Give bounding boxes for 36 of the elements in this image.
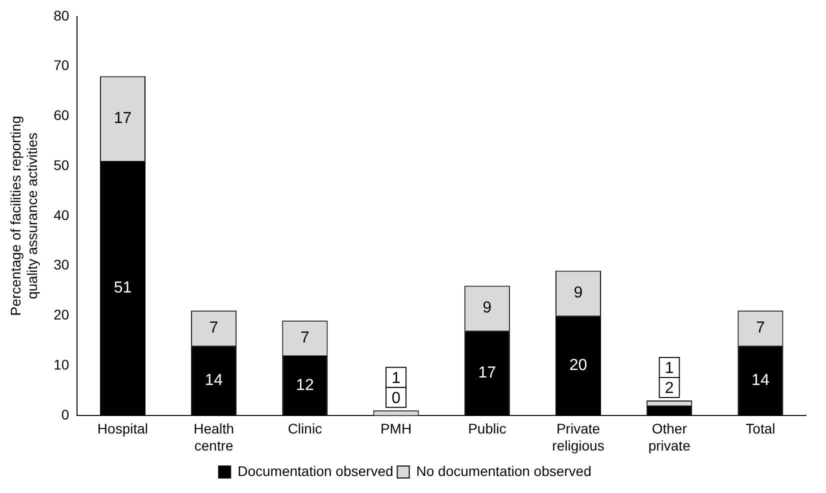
x-tick-label: Other private	[648, 420, 691, 454]
data-label: 7	[756, 320, 765, 337]
data-label: 20	[569, 356, 588, 374]
y-tick-label: 80	[54, 7, 70, 24]
x-tick-label: Hospital	[97, 420, 148, 437]
y-tick-label: 20	[54, 306, 70, 323]
data-label: 2	[664, 380, 674, 397]
x-tick-label: Health centre	[194, 420, 234, 454]
y-axis-title: Percentage of facilities reporting quality assurance activities	[7, 116, 40, 316]
legend-label: No documentation observed	[416, 462, 592, 479]
y-tick-label: 10	[54, 356, 70, 372]
x-tick-label: Private religious	[552, 420, 604, 454]
y-tick-label: 50	[54, 156, 70, 173]
y-tick-label: 60	[54, 107, 70, 124]
data-label: 12	[296, 376, 314, 394]
data-label: 7	[300, 330, 310, 346]
x-tick-label: Clinic	[288, 420, 322, 437]
data-label: 51	[114, 280, 132, 297]
data-label: 14	[204, 372, 223, 389]
data-label: 17	[114, 110, 132, 128]
x-tick-label: PMH	[380, 420, 412, 437]
data-label: 14	[752, 372, 770, 389]
x-tick-label: Public	[468, 420, 506, 437]
y-tick-label: 70	[54, 57, 70, 74]
data-label: 17	[478, 364, 496, 382]
x-tick-label: Total	[746, 420, 776, 437]
data-label: 1	[392, 370, 401, 387]
data-label: 7	[209, 320, 218, 337]
data-label: 9	[574, 284, 583, 302]
legend-label: Documentation observed	[238, 462, 394, 479]
data-label: 0	[392, 390, 401, 407]
y-tick-label: 40	[54, 206, 70, 223]
y-tick-label: 30	[54, 256, 70, 273]
y-tick-label: 0	[61, 406, 70, 422]
data-label: 1	[664, 360, 674, 377]
data-label: 9	[482, 300, 492, 317]
